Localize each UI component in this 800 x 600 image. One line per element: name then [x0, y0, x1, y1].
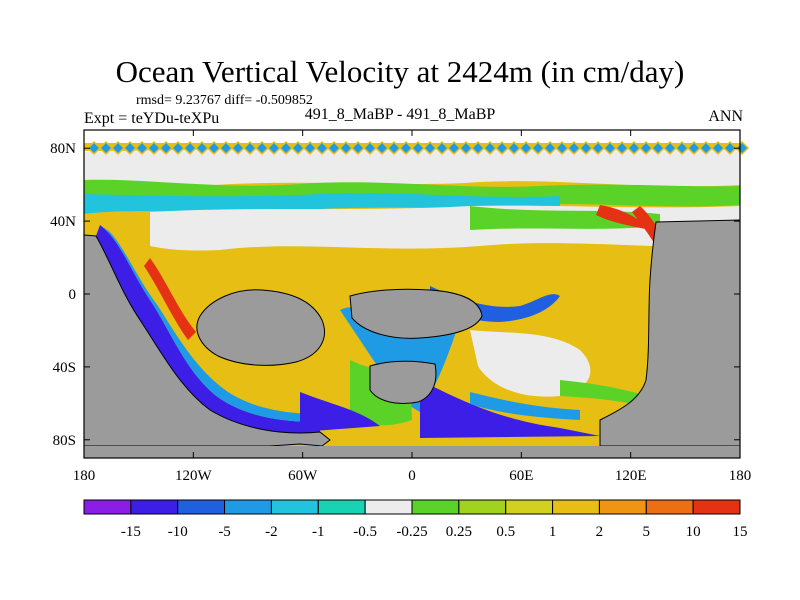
colorbar-label: 5 — [643, 524, 651, 540]
southern-deep-negative — [420, 380, 600, 438]
colorbar-label: -0.25 — [396, 524, 427, 540]
western-margin-positive-streak — [144, 258, 196, 340]
colorbar-label: 1 — [549, 524, 557, 540]
lat-tick-label: 40S — [53, 360, 76, 376]
lon-tick-label: 0 — [408, 468, 416, 484]
colorbar-label: 0.25 — [446, 524, 472, 540]
colorbar-swatch — [458, 499, 507, 515]
central-western-continent — [196, 289, 325, 366]
colorbar-swatch — [645, 499, 694, 515]
colorbar-label: -0.5 — [353, 524, 377, 540]
colorbar-label: -15 — [121, 524, 141, 540]
lon-tick-label: 120W — [175, 468, 213, 484]
colorbar-swatch — [224, 499, 272, 515]
lat-tick-label: 40N — [50, 214, 76, 230]
colorbar-swatch — [411, 499, 460, 515]
plot-subtitle: 491_8_MaBP - 491_8_MaBP — [304, 106, 496, 123]
southern-cyan-streak — [470, 392, 580, 420]
lon-tick-label: 60E — [509, 468, 533, 484]
colorbar-swatch — [130, 499, 179, 515]
colorbar-swatch — [692, 499, 741, 515]
western-margin-negative — [96, 225, 320, 434]
lon-tick-label: 60W — [288, 468, 318, 484]
northern-cyan-band — [84, 193, 560, 214]
polar-zigzag-markers — [86, 140, 750, 156]
northern-neutral-zone — [84, 146, 740, 187]
lon-tick-label: 180 — [73, 468, 96, 484]
western-landmass — [84, 234, 331, 447]
colorbar: -15 -10 -5 -2 -1 -0.5 -0.25 0.25 0.5 1 2 5 10 15 — [83, 499, 748, 540]
experiment-label: Expt = teYDu-teXPu — [84, 110, 220, 127]
colorbar-swatch — [598, 499, 647, 515]
southern-island — [369, 360, 437, 404]
eastern-landmass — [599, 219, 740, 447]
colorbar-label: -2 — [265, 524, 278, 540]
north-atlantic-hotspot — [596, 205, 650, 230]
lat-tick-label: 80S — [53, 433, 76, 449]
map-field — [84, 130, 740, 458]
central-neutral-patch — [470, 330, 591, 397]
colorbar-label: -1 — [312, 524, 325, 540]
colorbar-swatch — [177, 499, 226, 515]
lat-tick-label: 80N — [50, 141, 76, 157]
southern-negative-patch — [300, 392, 380, 432]
western-margin-transition — [100, 225, 320, 422]
colorbar-label: -10 — [168, 524, 188, 540]
season-label: ANN — [708, 108, 743, 125]
lon-tick-label: 120E — [615, 468, 647, 484]
lon-tick-label: 180 — [729, 468, 752, 484]
colorbar-swatch — [270, 499, 319, 515]
colorbar-label: 15 — [733, 524, 748, 540]
colorbar-label: 10 — [686, 524, 701, 540]
stats-line: rmsd= 9.23767 diff= -0.509852 — [136, 93, 313, 108]
central-continent — [349, 288, 483, 339]
colorbar-label: 2 — [596, 524, 604, 540]
colorbar-swatch — [505, 499, 554, 515]
plot-title: Ocean Vertical Velocity at 2424m (in cm/… — [115, 54, 685, 89]
colorbar-swatch — [83, 499, 132, 515]
colorbar-swatch — [317, 499, 366, 515]
colorbar-swatch — [552, 499, 600, 515]
colorbar-label: 0.5 — [496, 524, 515, 540]
latitude-axis: 80N 40N 0 40S 80S — [50, 141, 740, 449]
longitude-axis: 180 120W 60W 0 60E 120E 180 — [73, 130, 752, 484]
lat-tick-label: 0 — [69, 287, 77, 303]
colorbar-label: -5 — [218, 524, 231, 540]
colorbar-swatch — [364, 499, 413, 515]
